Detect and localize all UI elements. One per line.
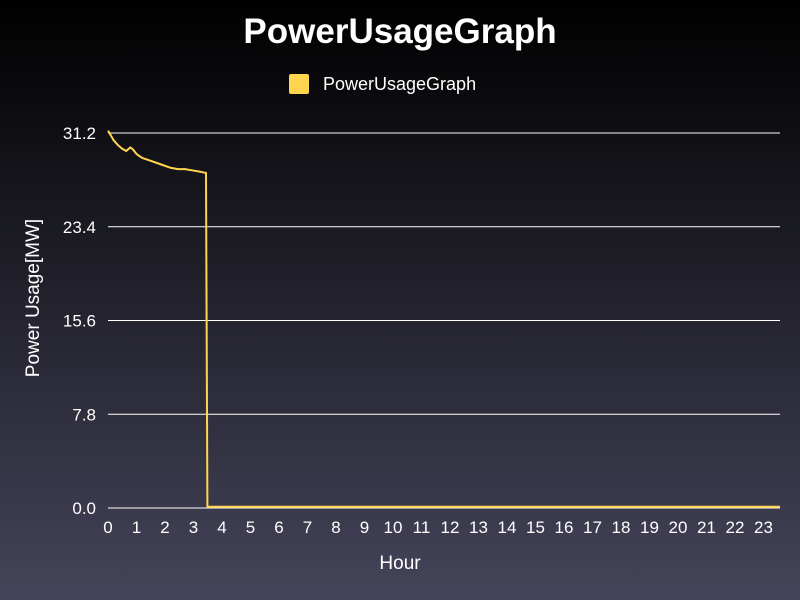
legend-label: PowerUsageGraph <box>323 73 477 94</box>
legend: PowerUsageGraph <box>289 72 476 96</box>
x-tick-label: 4 <box>217 518 226 537</box>
y-tick-label: 0.0 <box>72 499 96 518</box>
x-tick-label: 0 <box>103 518 112 537</box>
x-tick-label: 18 <box>612 518 631 537</box>
x-tick-label: 19 <box>640 518 659 537</box>
legend-swatch <box>289 74 309 94</box>
y-tick-label: 23.4 <box>63 218 96 237</box>
x-tick-label: 8 <box>331 518 340 537</box>
series-group <box>107 130 780 508</box>
x-tick-label: 3 <box>189 518 198 537</box>
x-tick-label: 13 <box>469 518 488 537</box>
x-tick-label: 2 <box>160 518 169 537</box>
x-tick-label: 6 <box>274 518 283 537</box>
x-tick-label: 15 <box>526 518 545 537</box>
y-tick-label: 31.2 <box>63 124 96 143</box>
x-tick-label: 21 <box>697 518 716 537</box>
y-tick-label: 7.8 <box>72 405 96 424</box>
x-tick-label: 23 <box>754 518 773 537</box>
x-tick-label: 9 <box>360 518 369 537</box>
x-axis-label: Hour <box>379 553 421 574</box>
x-tick-label: 16 <box>555 518 574 537</box>
x-tick-label: 5 <box>246 518 255 537</box>
x-tick-label: 7 <box>303 518 312 537</box>
x-tick-label: 12 <box>441 518 460 537</box>
y-axis-label: Power Usage[MW] <box>23 219 44 377</box>
x-tick-label: 22 <box>726 518 745 537</box>
x-tick-label: 1 <box>132 518 141 537</box>
gridlines <box>108 132 780 509</box>
y-axis-ticks: 0.0 7.8 15.6 23.4 31.2 <box>63 124 96 518</box>
y-tick-label: 15.6 <box>63 312 96 331</box>
chart-title: PowerUsageGraph <box>243 12 557 51</box>
x-axis-ticks: 0 1 2 3 4 5 6 7 8 9 10 11 12 13 14 15 16 17 18 19 20 21 22 23 <box>103 518 773 537</box>
series-line <box>107 130 780 508</box>
x-tick-label: 20 <box>669 518 688 537</box>
x-tick-label: 11 <box>413 518 431 537</box>
x-tick-label: 10 <box>384 518 403 537</box>
x-tick-label: 14 <box>498 518 517 537</box>
x-tick-label: 17 <box>583 518 602 537</box>
